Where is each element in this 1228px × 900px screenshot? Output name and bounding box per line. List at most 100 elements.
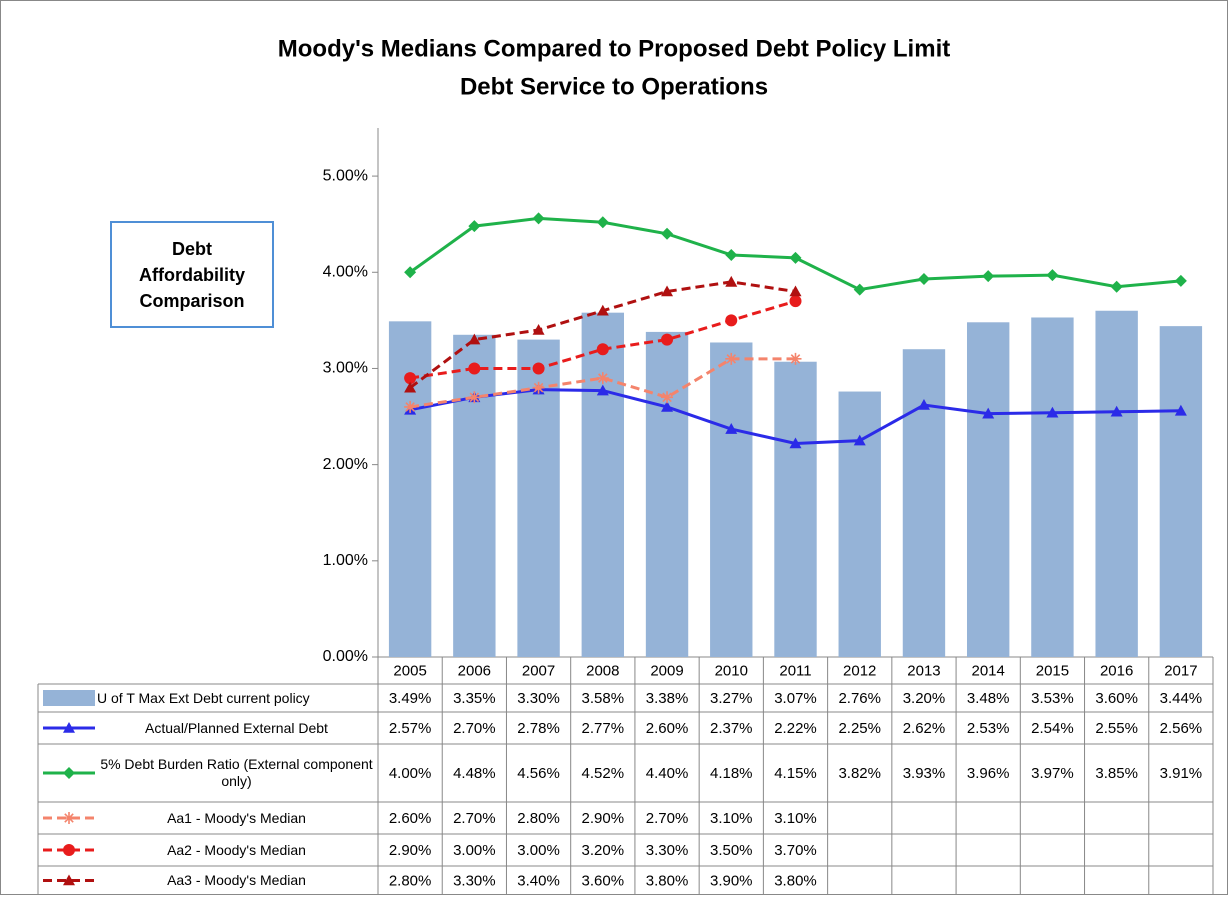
table-value: 2.62%	[903, 720, 946, 737]
marker	[532, 362, 545, 375]
table-value: 3.10%	[774, 810, 817, 827]
marker	[789, 295, 802, 308]
table-value: 3.82%	[838, 765, 881, 782]
marker	[468, 333, 481, 345]
marker	[725, 352, 738, 365]
marker	[1046, 406, 1059, 418]
table-value: 4.40%	[646, 765, 689, 782]
marker	[532, 381, 545, 394]
bar	[1095, 310, 1138, 657]
x-tick-label: 2016	[1100, 662, 1133, 679]
table-value: 2.22%	[774, 720, 817, 737]
marker	[725, 248, 738, 261]
marker	[1174, 274, 1187, 287]
table-value: 4.56%	[517, 765, 560, 782]
table-value: 2.54%	[1031, 720, 1074, 737]
bar	[1031, 317, 1074, 657]
marker	[404, 400, 417, 413]
table-value: 3.40%	[517, 872, 560, 889]
y-tick-label: 0.00%	[323, 648, 368, 665]
table-value: 3.91%	[1160, 765, 1203, 782]
table-value: 4.15%	[774, 765, 817, 782]
marker	[789, 285, 802, 297]
y-tick-label: 5.00%	[323, 167, 368, 184]
bar	[966, 322, 1010, 657]
legend-label: Aa2 - Moody's Median	[167, 841, 306, 858]
table-value: 3.07%	[774, 690, 817, 707]
legend-label: U of T Max Ext Debt current policy	[97, 689, 310, 706]
table-value: 3.53%	[1031, 690, 1074, 707]
marker	[404, 372, 417, 385]
marker	[596, 216, 609, 229]
legend-marker	[63, 844, 75, 856]
table-value: 3.35%	[453, 690, 496, 707]
bar	[581, 312, 625, 657]
table-value: 3.85%	[1095, 765, 1138, 782]
bar	[774, 361, 817, 657]
marker	[1110, 405, 1123, 417]
bar	[902, 349, 946, 657]
annotation-box: Debt Affordability Comparison	[110, 221, 274, 328]
table-value: 2.60%	[646, 720, 689, 737]
marker	[789, 251, 802, 264]
x-tick-label: 2017	[1164, 662, 1197, 679]
table-value: 2.70%	[453, 810, 496, 827]
bar	[710, 342, 753, 657]
table-value: 2.70%	[453, 720, 496, 737]
table-value: 3.00%	[517, 842, 560, 859]
table-value: 3.58%	[582, 690, 625, 707]
table-value: 3.10%	[710, 810, 753, 827]
marker	[982, 407, 995, 419]
legend-label: Aa3 - Moody's Median	[167, 872, 306, 888]
bar	[645, 331, 689, 657]
legend-marker	[63, 812, 75, 824]
table-value: 3.30%	[453, 872, 496, 889]
table-value: 3.38%	[646, 690, 689, 707]
x-tick-label: 2006	[458, 662, 491, 679]
marker	[1174, 404, 1187, 416]
table-value: 2.60%	[389, 810, 432, 827]
x-tick-label: 2007	[522, 662, 555, 679]
table-value: 3.80%	[774, 872, 817, 889]
marker	[468, 391, 481, 404]
table-value: 3.97%	[1031, 765, 1074, 782]
table-value: 4.00%	[389, 765, 432, 782]
marker	[468, 220, 481, 233]
table-value: 2.76%	[838, 690, 881, 707]
marker	[1046, 269, 1059, 282]
legend-label: Aa1 - Moody's Median	[167, 809, 306, 826]
legend-marker	[63, 767, 75, 779]
legend-key	[43, 690, 95, 706]
x-tick-label: 2010	[715, 662, 748, 679]
table-value: 2.80%	[517, 810, 560, 827]
legend-label: Actual/Planned External Debt	[145, 719, 328, 736]
legend-label: 5% Debt Burden Ratio (External component…	[100, 756, 373, 789]
table-value: 2.37%	[710, 720, 753, 737]
marker	[853, 434, 866, 446]
table-value: 2.70%	[646, 810, 689, 827]
table-value: 3.30%	[517, 690, 560, 707]
marker	[596, 384, 609, 396]
bar	[453, 334, 496, 657]
table-value: 2.57%	[389, 720, 432, 737]
marker	[661, 400, 674, 412]
marker	[596, 343, 609, 356]
marker	[725, 275, 738, 287]
marker	[725, 423, 738, 434]
marker	[982, 270, 995, 283]
marker	[789, 437, 802, 449]
x-tick-label: 2009	[650, 662, 683, 679]
table-value: 3.48%	[967, 690, 1010, 707]
legend-label-cell: 5% Debt Burden Ratio (External component…	[100, 756, 373, 789]
marker	[404, 381, 417, 393]
legend-label-cell: Aa2 - Moody's Median	[167, 841, 306, 858]
y-tick-label: 4.00%	[323, 263, 368, 280]
marker	[661, 333, 674, 346]
bar	[388, 321, 432, 657]
marker	[661, 285, 674, 297]
table-value: 3.60%	[582, 872, 625, 889]
table-value: 3.27%	[710, 690, 753, 707]
x-tick-label: 2005	[393, 662, 426, 679]
table-value: 2.80%	[389, 872, 432, 889]
